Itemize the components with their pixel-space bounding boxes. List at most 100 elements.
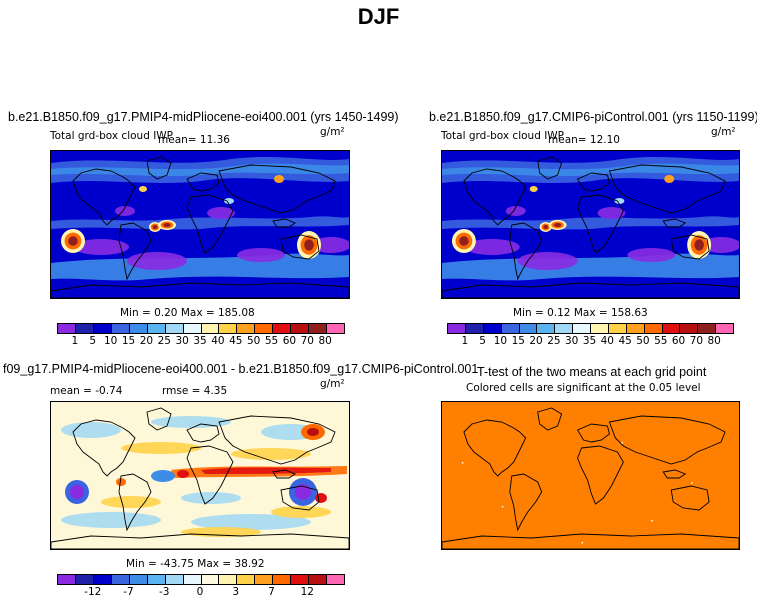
coastline bbox=[146, 156, 172, 180]
colorbar-swatch bbox=[573, 324, 591, 333]
field-band bbox=[51, 216, 349, 230]
colorbar-tick-label: 3 bbox=[232, 586, 240, 598]
field-low-blob bbox=[237, 248, 285, 262]
colorbar-tick-label: 50 bbox=[636, 335, 650, 347]
coastline bbox=[509, 473, 543, 532]
colorbar-tick-label: 40 bbox=[600, 335, 614, 347]
field-hotspot bbox=[459, 236, 469, 246]
colorbar-swatch bbox=[519, 324, 538, 333]
field-hotspot bbox=[694, 239, 704, 251]
colorbar-tick-label: 55 bbox=[264, 335, 279, 347]
colorbar-swatch bbox=[75, 324, 94, 333]
field-pos-patch bbox=[271, 506, 331, 518]
field-neg-patch bbox=[61, 422, 121, 438]
field-neg-hotspot bbox=[295, 484, 311, 500]
colorbar-swatch bbox=[591, 324, 609, 333]
panel1-map bbox=[50, 150, 350, 299]
field-low-blob bbox=[311, 237, 349, 253]
panel2-title: b.e21.B1850.f09_g17.CMIP6-piControl.001 … bbox=[429, 110, 757, 124]
field-neg-hotspot bbox=[151, 470, 175, 482]
colorbar-tick-label: 70 bbox=[300, 335, 314, 347]
colorbar-swatch bbox=[662, 324, 681, 333]
non-significant-cell bbox=[461, 462, 464, 464]
colorbar-swatch bbox=[537, 324, 556, 333]
colorbar-tick-label: 60 bbox=[671, 335, 686, 347]
panel2-colorbar bbox=[447, 323, 734, 334]
field-pos-hotspot bbox=[315, 493, 327, 503]
field-hotspot bbox=[664, 175, 675, 183]
colorbar-swatch bbox=[555, 324, 574, 333]
colorbar-swatch bbox=[237, 575, 256, 584]
panel1-title: b.e21.B1850.f09_g17.PMIP4-midPliocene-eo… bbox=[8, 110, 399, 124]
colorbar-swatch bbox=[201, 324, 220, 333]
colorbar-swatch bbox=[219, 575, 238, 584]
panel3-rmse: rmse = 4.35 bbox=[162, 385, 228, 397]
field-hotspot bbox=[304, 239, 314, 251]
colorbar-swatch bbox=[58, 324, 76, 333]
field-hotspot bbox=[68, 236, 78, 246]
map-svg bbox=[51, 151, 349, 298]
field-neg-patch bbox=[181, 492, 241, 504]
non-significant-cell bbox=[691, 482, 693, 484]
colorbar-swatch bbox=[448, 324, 466, 333]
field-hotspot bbox=[224, 198, 234, 204]
coastline bbox=[186, 194, 234, 254]
map-svg bbox=[51, 402, 349, 549]
coastline bbox=[118, 222, 152, 281]
coastline bbox=[280, 485, 320, 511]
panel4-subtitle: Colored cells are significant at the 0.0… bbox=[466, 382, 701, 394]
colorbar-tick-label: 12 bbox=[300, 586, 314, 598]
colorbar-swatch bbox=[626, 324, 645, 333]
colorbar-tick-label: 25 bbox=[157, 335, 171, 347]
field-neg-patch bbox=[61, 512, 161, 528]
colorbar-swatch bbox=[129, 575, 148, 584]
panel2-minmax: Min = 0.12 Max = 158.63 bbox=[513, 307, 648, 319]
coastline bbox=[576, 172, 610, 192]
coastline bbox=[608, 415, 726, 465]
coastline bbox=[442, 282, 739, 298]
field-pos-hotspot bbox=[307, 428, 319, 436]
panel4-map bbox=[441, 401, 740, 550]
coastline bbox=[670, 485, 710, 511]
coastline bbox=[72, 419, 136, 477]
colorbar-tick-label: 35 bbox=[582, 335, 597, 347]
coastline bbox=[51, 533, 349, 549]
colorbar-swatch bbox=[93, 324, 112, 333]
field-band bbox=[442, 163, 739, 177]
coastline bbox=[280, 234, 320, 260]
field-neg-hotspot bbox=[70, 485, 84, 499]
colorbar-swatch bbox=[255, 324, 274, 333]
map-svg bbox=[442, 151, 739, 298]
colorbar-swatch bbox=[255, 575, 274, 584]
colorbar-swatch bbox=[309, 575, 328, 584]
panel2-mean: mean= 12.10 bbox=[548, 134, 620, 146]
colorbar-swatch bbox=[273, 575, 292, 584]
colorbar-tick-label: 45 bbox=[618, 335, 632, 347]
coastline bbox=[608, 164, 726, 214]
panel3-title: f09_g17.PMIP4-midPliocene-eoi400.001 - b… bbox=[3, 362, 479, 376]
coastline bbox=[577, 194, 624, 254]
coastline bbox=[118, 473, 152, 532]
colorbar-tick-label: 25 bbox=[547, 335, 561, 347]
colorbar-tick-label: 1 bbox=[461, 335, 469, 347]
field-hotspot bbox=[529, 186, 538, 192]
colorbar-swatch bbox=[58, 575, 76, 584]
colorbar-tick-label: -7 bbox=[123, 586, 134, 598]
colorbar-tick-label: 80 bbox=[707, 335, 721, 347]
colorbar-tick-label: 5 bbox=[89, 335, 97, 347]
coastline bbox=[146, 407, 172, 431]
coastline bbox=[662, 218, 687, 228]
colorbar-swatch bbox=[165, 324, 184, 333]
panel2-subtitle: Total grd-box cloud IWP bbox=[441, 130, 565, 142]
colorbar-swatch bbox=[273, 324, 292, 333]
colorbar-swatch bbox=[608, 324, 627, 333]
colorbar-tick-label: 5 bbox=[479, 335, 486, 347]
panel3-mean: mean = -0.74 bbox=[50, 385, 123, 397]
colorbar-tick-label: 50 bbox=[246, 335, 261, 347]
significance-fill bbox=[442, 402, 739, 549]
coastline bbox=[218, 164, 336, 214]
colorbar-swatch bbox=[183, 324, 202, 333]
panel3-units: g/m² bbox=[320, 378, 345, 390]
coastline bbox=[537, 156, 563, 180]
panel2-map bbox=[441, 150, 740, 299]
